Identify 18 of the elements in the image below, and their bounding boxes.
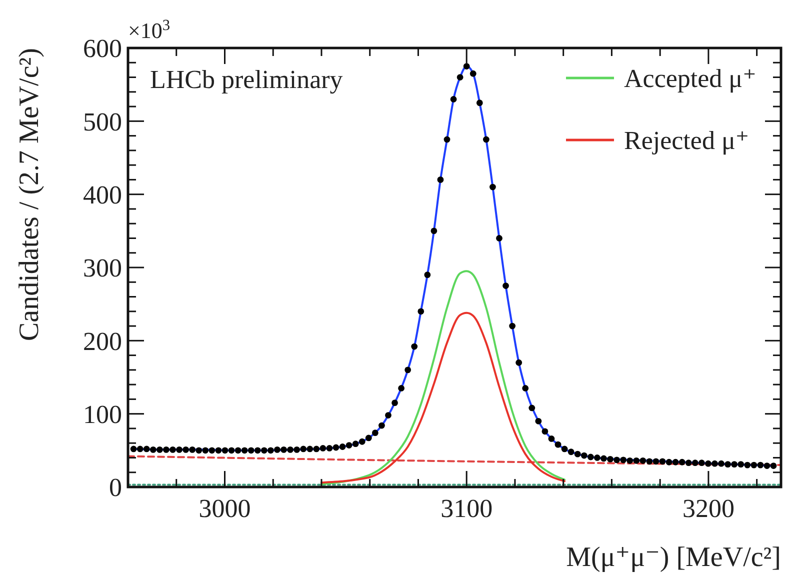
y-tick-label: 200 (83, 326, 122, 356)
y-tick-label: 100 (83, 400, 122, 429)
legend-label: Accepted μ⁺ (624, 64, 756, 94)
x-tick-label: 3000 (198, 494, 251, 523)
line-series (320, 312, 566, 484)
x-axis-title: M(μ⁺μ⁻) [MeV/c²] (566, 542, 781, 573)
x-tick-label: 3100 (440, 494, 493, 523)
y-tick-label: 400 (83, 180, 122, 210)
text: ×10$^{3}$ (128, 16, 170, 43)
legend-label: Rejected μ⁺ (624, 126, 750, 156)
y-tick-label: 0 (109, 473, 122, 502)
line-series (320, 270, 566, 486)
x-tick-label: 3200 (682, 494, 734, 523)
y-tick-label: 600 (83, 34, 122, 64)
annotation: LHCb preliminary (150, 65, 343, 94)
y-tick-label: 500 (83, 107, 122, 136)
y-axis-title: Candidates / (2.7 MeV/c²) (14, 48, 45, 341)
y-tick-label: 300 (83, 254, 122, 283)
